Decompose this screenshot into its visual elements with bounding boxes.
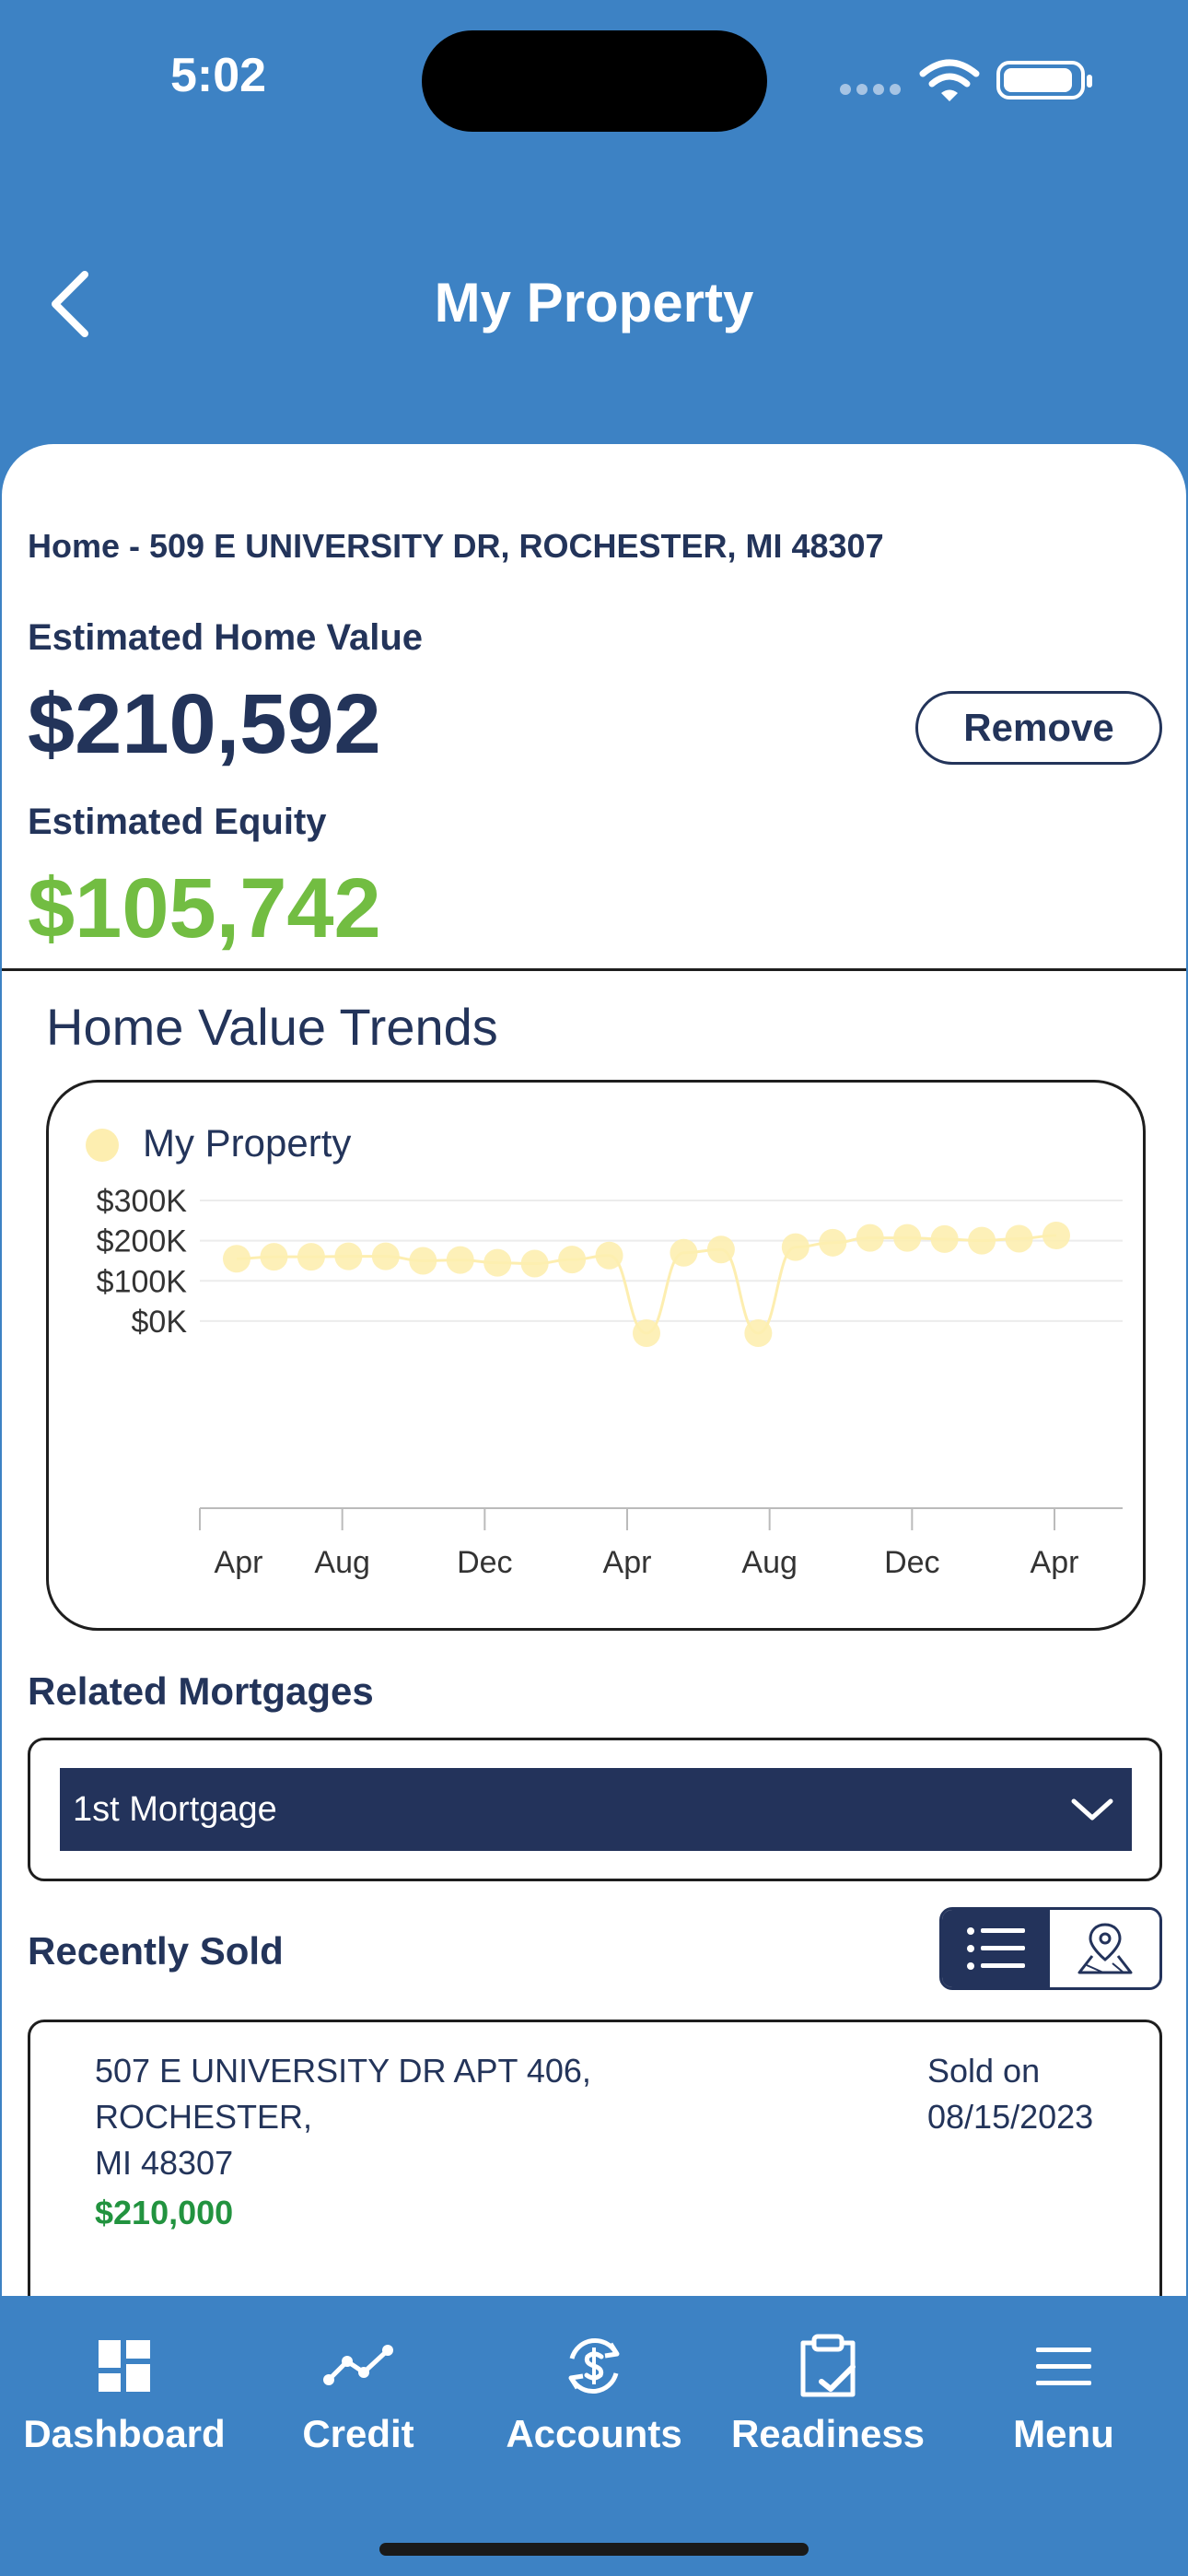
chart-data-point [744,1319,773,1347]
tab-credit[interactable]: Credit [239,2329,477,2456]
chart-x-tick-label: Apr [1031,1545,1079,1580]
home-indicator [379,2543,809,2556]
chart-y-tick-label: $200K [97,1224,188,1259]
sold-on-label: Sold on [927,2052,1041,2090]
remove-button[interactable]: Remove [915,691,1162,765]
chart-legend-label: My Property [143,1121,351,1165]
chart-data-point [223,1245,250,1273]
battery-icon [996,61,1092,100]
sold-date-block: Sold on 08/15/2023 [927,2048,1093,2140]
related-mortgages-label: Related Mortgages [28,1669,374,1713]
chart-x-tick-label: Apr [603,1545,652,1580]
estimated-equity-label: Estimated Equity [28,802,327,842]
tab-readiness[interactable]: Readiness [709,2329,947,2456]
estimated-home-value-label: Estimated Home Value [28,617,424,658]
tab-credit-label: Credit [302,2412,414,2455]
chart-data-point [483,1248,512,1277]
view-toggle [939,1907,1162,1990]
dynamic-island [422,30,767,132]
sold-address-line1: 507 E UNIVERSITY DR APT 406, [95,2052,591,2090]
credit-trend-icon [323,2345,393,2385]
chart-data-point [968,1226,996,1255]
chart-data-point [371,1242,400,1270]
estimated-equity-value: $105,742 [28,861,381,955]
list-icon [966,1927,1025,1970]
back-button[interactable] [37,267,101,341]
map-view-button[interactable] [1050,1910,1159,1987]
chart-data-point [670,1238,698,1267]
accounts-dollar-icon [568,2337,620,2395]
content-sheet: Home - 509 E UNIVERSITY DR, ROCHESTER, M… [2,444,1186,2296]
wifi-icon [919,59,980,108]
chart-y-tick-label: $100K [97,1264,188,1299]
chart-y-tick-label: $300K [97,1184,188,1219]
chart-x-tick-label: Aug [314,1545,370,1580]
chart-data-point [520,1249,549,1278]
section-divider [2,968,1186,971]
chart-data-point [819,1228,847,1257]
page-title: My Property [434,272,754,334]
status-bar: 5:02 [0,0,1188,157]
chart-x-tick-label: Aug [741,1545,798,1580]
tab-menu[interactable]: Menu [945,2329,1182,2456]
chart-data-point [856,1224,884,1252]
cellular-signal-icon [840,83,906,100]
chart-data-point [781,1233,809,1261]
sold-date: 08/15/2023 [927,2098,1094,2136]
chart-data-point [706,1235,735,1264]
chart-data-point [893,1224,922,1252]
sold-price: $210,000 [95,2194,234,2231]
chart-data-point [930,1224,959,1253]
recently-sold-label: Recently Sold [28,1929,284,1973]
sold-address-line2: ROCHESTER, [95,2098,313,2136]
related-mortgages-box: 1st Mortgage [28,1738,1162,1881]
map-pin-icon [1077,1923,1133,1974]
readiness-clipboard-icon [800,2334,856,2397]
chart-data-point [558,1246,587,1274]
chart-y-tick-label: $0K [132,1305,188,1340]
recently-sold-item[interactable]: 507 E UNIVERSITY DR APT 406, ROCHESTER, … [28,2020,1162,2296]
tab-accounts-label: Accounts [506,2412,682,2455]
dashboard-icon [99,2340,150,2392]
menu-icon [1036,2348,1091,2385]
chart-x-tick-label: Dec [884,1545,939,1580]
chevron-down-icon [1071,1798,1113,1821]
chart-data-point [260,1243,288,1271]
chevron-left-icon [52,271,88,337]
property-address: Home - 509 E UNIVERSITY DR, ROCHESTER, M… [28,527,884,565]
chart-data-point [633,1319,660,1347]
chart-data-point [334,1242,363,1270]
chart-x-tick-label: Apr [215,1545,263,1580]
chart-data-point [595,1241,623,1270]
tab-readiness-label: Readiness [730,2412,926,2455]
sold-address-line3: MI 48307 [95,2144,234,2182]
home-value-chart: $300K $200K $100K $0K Apr Aug Dec Apr Aug Dec Apr M… [46,1080,1146,1631]
chart-data-point [297,1243,325,1271]
chart-x-tick-label: Dec [457,1545,512,1580]
mortgage-select[interactable]: 1st Mortgage [60,1768,1132,1851]
chart-data-point [1005,1224,1033,1253]
chart-data-point [1042,1221,1070,1249]
nav-header: My Property [0,249,1188,359]
status-time: 5:02 [170,49,267,102]
tab-dashboard-label: Dashboard [23,2412,226,2455]
chart-legend-swatch [86,1129,119,1162]
home-value-trends-title: Home Value Trends [46,998,498,1056]
chart-svg: $300K $200K $100K $0K Apr Aug Dec Apr Aug Dec Apr M… [86,1121,1123,1580]
list-view-button[interactable] [942,1910,1051,1987]
estimated-home-value: $210,592 [28,677,381,771]
bottom-tab-bar: Dashboard Credit Accounts [0,2296,1188,2576]
mortgage-select-value: 1st Mortgage [73,1789,277,1829]
tab-dashboard[interactable]: Dashboard [6,2329,243,2456]
chart-data-point [446,1246,474,1274]
tab-accounts[interactable]: Accounts [475,2329,713,2456]
tab-menu-label: Menu [1013,2412,1114,2455]
sold-address: 507 E UNIVERSITY DR APT 406, ROCHESTER, … [95,2048,591,2186]
chart-data-point [409,1247,437,1275]
